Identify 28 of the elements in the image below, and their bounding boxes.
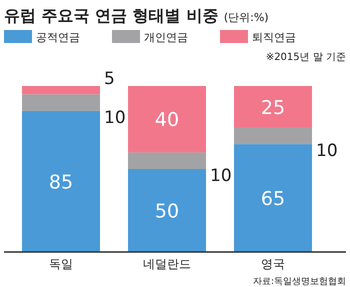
x-tick-label: 영국 <box>261 257 285 271</box>
bar <box>234 86 312 128</box>
x-tick-label: 독일 <box>49 257 73 271</box>
data-label: 10 <box>210 166 232 186</box>
data-label: 5 <box>104 69 115 89</box>
data-label: 85 <box>48 171 74 194</box>
bar <box>22 110 100 252</box>
data-label: 25 <box>260 96 286 119</box>
bar <box>22 94 100 111</box>
bar <box>234 128 312 144</box>
legend-label: 퇴직연금 <box>252 31 296 44</box>
text: ※2015년 말 기준 <box>266 52 346 63</box>
data-label: 40 <box>154 109 180 132</box>
legend-label: 개인연금 <box>144 31 188 44</box>
bar <box>234 144 312 252</box>
data-label: 65 <box>260 188 286 210</box>
bar <box>128 86 206 152</box>
data-label: 10 <box>316 141 338 162</box>
legend-label: 공적연금 <box>36 31 80 44</box>
data-label: 10 <box>104 108 126 128</box>
chart-title: 유럽 주요국 연금 형태별 비중 <box>4 6 224 25</box>
bar <box>128 152 206 169</box>
text: 자료:독일생명보험협회 <box>252 277 346 287</box>
bar <box>128 169 206 252</box>
x-tick-label: 네덜란드 <box>143 257 191 271</box>
bar <box>22 86 100 94</box>
data-label: 50 <box>154 200 180 222</box>
chart-subtitle: (단위:%) <box>224 11 269 24</box>
